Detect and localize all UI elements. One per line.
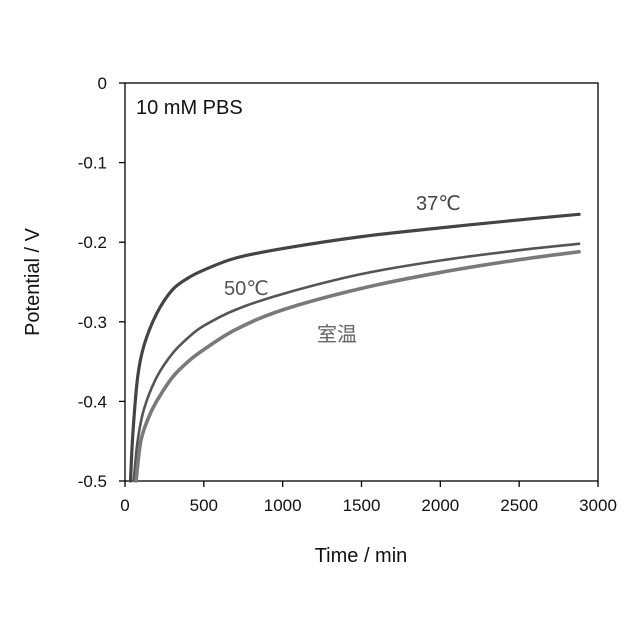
x-tick-label: 0 xyxy=(120,496,129,515)
x-tick-label: 500 xyxy=(190,496,218,515)
series-line-50c xyxy=(134,244,579,481)
x-axis-title: Time / min xyxy=(315,545,408,567)
x-tick-label: 1000 xyxy=(264,496,302,515)
y-tick-label: -0.2 xyxy=(78,233,107,252)
y-tick-label: 0 xyxy=(98,74,107,93)
x-tick-label: 2500 xyxy=(500,496,538,515)
annotation-text: 10 mM PBS xyxy=(136,97,243,119)
y-tick-label: -0.5 xyxy=(78,472,107,491)
series-label-room-temp: 室温 xyxy=(317,323,357,346)
series-label-50c: 50℃ xyxy=(224,278,269,300)
series-line-37c xyxy=(131,214,580,481)
series-line-room-temp xyxy=(136,252,579,481)
series-lines xyxy=(131,214,580,481)
x-tick-label: 2000 xyxy=(421,496,459,515)
plot-frame xyxy=(125,83,598,481)
y-tick-label: -0.3 xyxy=(78,313,107,332)
y-axis-ticks: 0 -0.1 -0.2 -0.3 -0.4 -0.5 xyxy=(78,74,125,491)
y-tick-label: -0.1 xyxy=(78,154,107,173)
x-axis-ticks: 0 500 1000 1500 2000 2500 3000 xyxy=(120,481,617,515)
x-tick-label: 3000 xyxy=(579,496,617,515)
y-axis-title: Potential / V xyxy=(22,227,44,336)
series-label-37c: 37℃ xyxy=(416,193,461,215)
y-tick-label: -0.4 xyxy=(78,392,107,411)
x-tick-label: 1500 xyxy=(343,496,381,515)
